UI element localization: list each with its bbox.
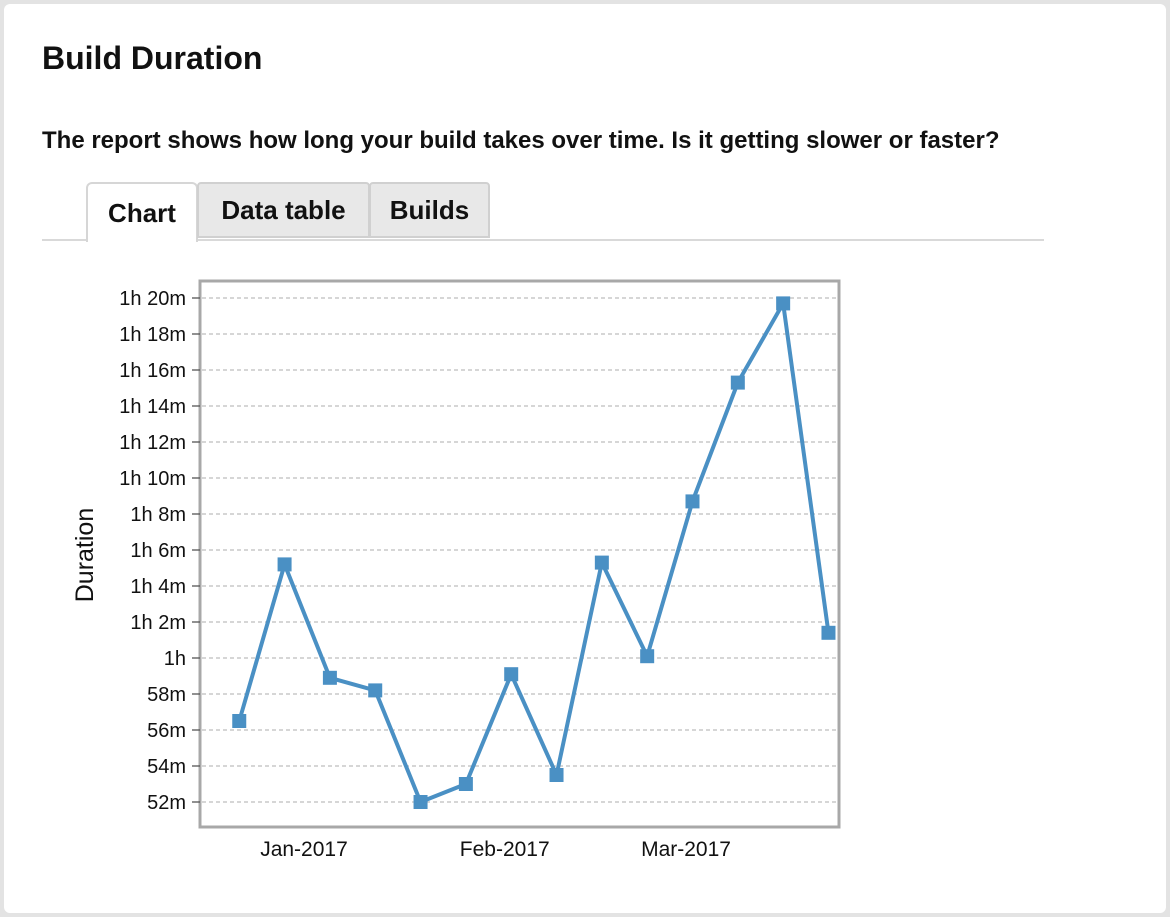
data-point[interactable]	[549, 768, 564, 782]
data-point[interactable]	[640, 649, 655, 664]
y-tick-label: 1h 14m	[119, 396, 186, 418]
x-tick-label: Feb-2017	[460, 838, 550, 861]
y-tick-label: 1h 10m	[119, 468, 186, 490]
y-tick-label: 1h 2m	[130, 612, 186, 634]
y-axis-label: Duration	[71, 508, 99, 603]
series-line	[237, 301, 831, 804]
data-point[interactable]	[776, 296, 791, 311]
tab-data-table[interactable]: Data table	[197, 182, 370, 238]
y-tick-label: 52m	[147, 792, 186, 814]
data-point[interactable]	[368, 683, 383, 698]
x-tick-label: Mar-2017	[641, 838, 731, 861]
x-axis-ticks: Jan-2017 Feb-2017 Mar-2017	[260, 838, 731, 861]
series-duration	[232, 296, 836, 809]
data-point[interactable]	[821, 625, 836, 640]
y-axis-ticks: 52m 54m 56m 58m 1h 1h 2m 1h 4m 1h 6m 1h 8m 1h 10m…	[119, 288, 200, 814]
y-tick-label: 1h 8m	[130, 504, 186, 526]
plot-frame	[198, 279, 841, 829]
y-tick-label: 1h 12m	[119, 432, 186, 454]
data-point[interactable]	[458, 777, 473, 791]
tab-builds[interactable]: Builds	[369, 182, 490, 238]
data-point[interactable]	[685, 494, 700, 509]
data-point[interactable]	[322, 670, 337, 685]
data-point[interactable]	[504, 667, 519, 682]
data-point[interactable]	[277, 557, 292, 572]
y-tick-label: 1h	[164, 648, 186, 670]
data-point[interactable]	[730, 375, 745, 390]
y-tick-label: 56m	[147, 720, 186, 742]
y-tick-label: 54m	[147, 756, 186, 778]
y-tick-label: 1h 4m	[130, 576, 186, 598]
data-point[interactable]	[232, 714, 247, 728]
tabs-divider	[42, 239, 1044, 241]
data-point[interactable]	[594, 555, 609, 570]
y-tick-label: 1h 16m	[119, 360, 186, 382]
y-tick-label: 1h 18m	[119, 324, 186, 346]
x-tick-label: Jan-2017	[260, 838, 348, 861]
y-tick-label: 58m	[147, 684, 186, 706]
y-tick-label: 1h 6m	[130, 540, 186, 562]
report-title: Build Duration	[42, 40, 263, 76]
data-point[interactable]	[413, 795, 428, 809]
report-description: The report shows how long your build tak…	[42, 127, 1000, 154]
y-tick-label: 1h 20m	[119, 288, 186, 310]
